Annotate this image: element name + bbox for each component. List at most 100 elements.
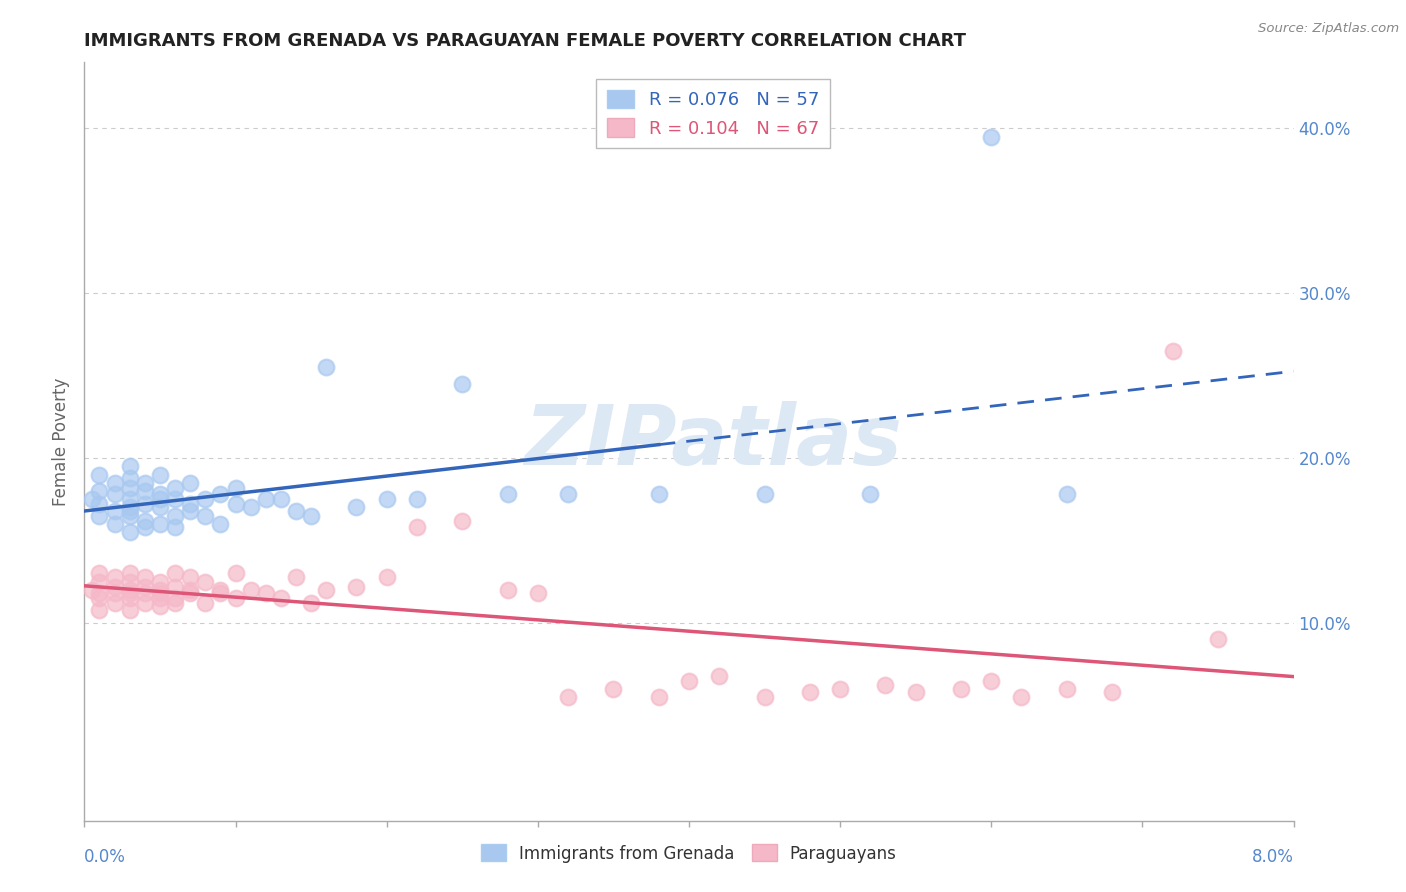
Point [149, 516, 172, 531]
Point [89, 591, 111, 606]
Point [209, 582, 232, 597]
Point [89, 566, 111, 581]
Point [754, 690, 776, 704]
Point [557, 487, 579, 501]
Point [1056, 487, 1078, 501]
Point [1011, 690, 1033, 704]
Point [134, 580, 156, 594]
Point [118, 459, 141, 474]
Point [285, 504, 308, 518]
Point [118, 492, 141, 507]
Text: 0.0%: 0.0% [84, 848, 127, 866]
Point [149, 591, 172, 606]
Point [134, 483, 156, 498]
Point [830, 681, 852, 696]
Point [89, 602, 111, 616]
Point [375, 570, 398, 584]
Point [179, 586, 201, 600]
Point [209, 586, 232, 600]
Point [451, 376, 474, 391]
Point [209, 516, 232, 531]
Point [134, 570, 156, 584]
Point [104, 580, 127, 594]
Point [80, 492, 103, 507]
Point [239, 582, 262, 597]
Point [165, 492, 187, 507]
Point [165, 481, 187, 495]
Point [104, 596, 127, 610]
Point [648, 690, 671, 704]
Point [89, 483, 111, 498]
Point [165, 591, 187, 606]
Point [134, 514, 156, 528]
Point [270, 492, 292, 507]
Point [299, 596, 322, 610]
Point [1056, 681, 1078, 696]
Point [104, 516, 127, 531]
Point [602, 681, 624, 696]
Point [375, 492, 398, 507]
Point [194, 508, 217, 523]
Point [859, 487, 882, 501]
Point [118, 481, 141, 495]
Point [89, 467, 111, 482]
Point [118, 582, 141, 597]
Point [799, 685, 821, 699]
Point [118, 591, 141, 606]
Point [1206, 632, 1229, 647]
Point [165, 520, 187, 534]
Point [134, 596, 156, 610]
Point [118, 574, 141, 589]
Point [134, 586, 156, 600]
Point [451, 514, 474, 528]
Point [299, 508, 322, 523]
Point [118, 500, 141, 515]
Point [496, 582, 519, 597]
Point [134, 520, 156, 534]
Point [496, 487, 519, 501]
Point [104, 475, 127, 490]
Point [118, 525, 141, 540]
Point [194, 596, 217, 610]
Point [165, 566, 187, 581]
Point [406, 520, 429, 534]
Point [118, 471, 141, 485]
Point [89, 586, 111, 600]
Point [980, 129, 1002, 144]
Point [346, 500, 368, 515]
Point [149, 500, 172, 515]
Point [754, 487, 776, 501]
Point [104, 504, 127, 518]
Point [149, 586, 172, 600]
Point [527, 586, 550, 600]
Point [648, 487, 671, 501]
Point [179, 504, 201, 518]
Point [194, 574, 217, 589]
Text: Source: ZipAtlas.com: Source: ZipAtlas.com [1258, 22, 1399, 36]
Point [118, 508, 141, 523]
Point [165, 580, 187, 594]
Y-axis label: Female Poverty: Female Poverty [52, 377, 70, 506]
Legend: Immigrants from Grenada, Paraguayans: Immigrants from Grenada, Paraguayans [474, 838, 904, 869]
Point [104, 586, 127, 600]
Point [225, 566, 247, 581]
Point [875, 678, 897, 692]
Point [118, 602, 141, 616]
Point [315, 360, 337, 375]
Point [149, 582, 172, 597]
Point [165, 508, 187, 523]
Point [104, 487, 127, 501]
Point [118, 504, 141, 518]
Point [709, 668, 731, 682]
Text: 8.0%: 8.0% [1251, 848, 1294, 866]
Point [225, 481, 247, 495]
Point [149, 599, 172, 614]
Point [149, 467, 172, 482]
Point [194, 492, 217, 507]
Point [149, 487, 172, 501]
Point [179, 582, 201, 597]
Point [315, 582, 337, 597]
Point [1161, 343, 1184, 358]
Point [165, 596, 187, 610]
Point [179, 570, 201, 584]
